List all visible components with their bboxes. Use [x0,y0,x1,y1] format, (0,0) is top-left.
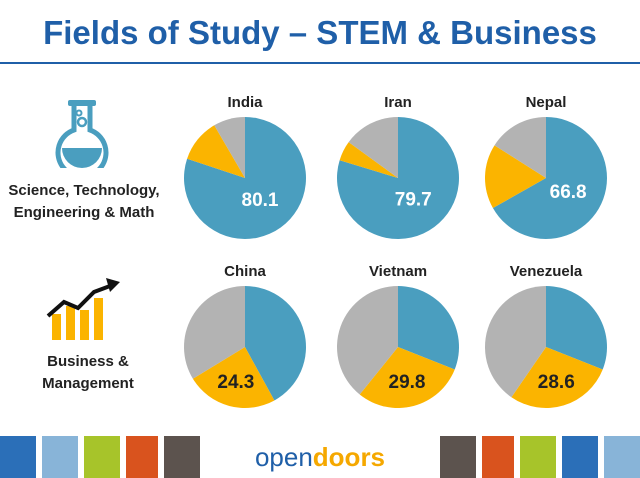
pie-data-label: 29.8 [389,372,426,393]
business-category-label: Business & Management [0,351,178,395]
pie-slice-business [511,347,603,408]
pie-data-label: 28.6 [538,372,575,393]
pie-title: China [224,263,266,280]
opendoors-logo: opendoors [204,436,436,478]
pie-data-label: 80.1 [242,190,279,211]
pie-slice-other [336,286,398,395]
pie-data-label: 66.8 [550,182,587,203]
pie-title: Venezuela [510,263,583,280]
stem-label-line2: Engineering & Math [13,204,155,221]
footer-tile [126,436,158,478]
footer-tile [84,436,120,478]
page-title: Fields of Study – STEM & Business [43,14,597,51]
pie-title: India [227,94,263,111]
pie-slice-other [183,286,245,379]
footer-tile [520,436,556,478]
pie-data-label: 79.7 [395,190,432,211]
pie-slice-stem [492,117,607,239]
footer-tile [482,436,514,478]
pie-charts: India 80.1 Iran 79.7 Nepal 66.8 China 24.3 Vietn… [183,94,607,408]
pie-title: Vietnam [369,263,427,280]
title-divider [0,62,640,64]
business-label-line2: Management [42,375,134,392]
stem-label-line1: Science, Technology, [8,182,160,199]
pie-slice-stem [398,286,459,370]
pie-slice-business [484,145,546,209]
footer-tile [562,436,598,478]
pie-slice-other [485,286,546,398]
pie-slice-business [359,347,455,408]
footer-tile [440,436,476,478]
footer-banner: opendoors [0,436,640,478]
pie-slice-stem [245,286,306,401]
pie-title: Nepal [526,94,567,111]
pie-title: Iran [384,94,412,111]
pie-slice-other [214,117,245,178]
pie-data-label: 24.3 [217,372,254,393]
pie-slice-stem [336,117,459,239]
pie-slice-other [494,117,546,178]
pie-slice-business [192,347,275,408]
footer-tile [604,436,640,478]
logo-text-open: open [254,442,313,472]
pie-slice-stem [546,286,607,370]
footer-tile [42,436,78,478]
pie-slice-business [187,125,245,178]
footer-tile [0,436,36,478]
flask-icon [55,100,109,168]
pie-slice-other [348,117,398,178]
business-label-line1: Business & [47,353,129,370]
growth-chart-icon [46,278,120,340]
pie-slice-business [339,142,398,178]
stem-category-label: Science, Technology, Engineering & Math [0,180,174,224]
logo-text-doors: doors [312,442,386,472]
footer-tile [164,436,200,478]
